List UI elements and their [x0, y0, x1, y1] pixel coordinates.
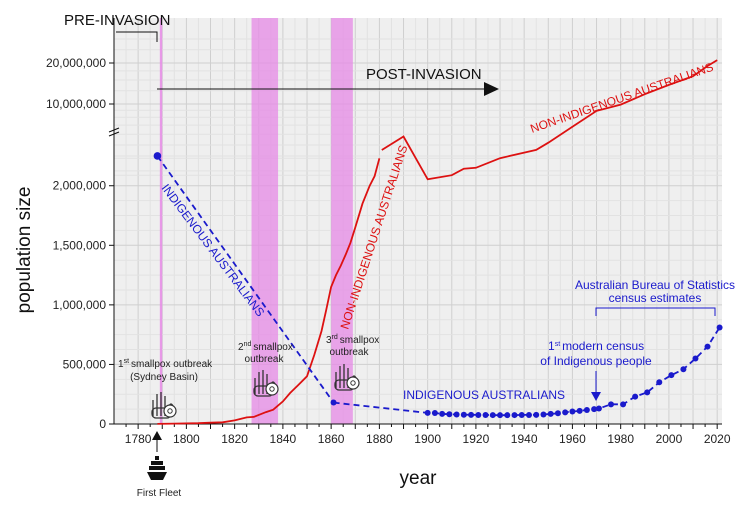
- series-3-point-22: [576, 407, 583, 414]
- smallpox-band-3: [331, 18, 353, 424]
- x-tick-label-1920: 1920: [463, 432, 490, 446]
- y-axis-break-2: [108, 131, 120, 137]
- first-fleet-label: First Fleet: [137, 488, 182, 499]
- x-tick-label-1840: 1840: [270, 432, 297, 446]
- series-3-point-5: [453, 411, 460, 418]
- smallpox3-label-line1: 3rd smallpox: [326, 334, 379, 346]
- series-3-point-9: [482, 411, 489, 418]
- series-3-point-0: [330, 399, 337, 406]
- y-tick-label-0: 0: [99, 417, 106, 431]
- ship-icon: [147, 456, 167, 480]
- smallpox-band-2: [251, 18, 279, 424]
- x-tick-label-2020: 2020: [704, 432, 731, 446]
- series-3-point-2: [431, 410, 438, 417]
- x-tick-label-1820: 1820: [221, 432, 248, 446]
- smallpox1-label-line1: 1st smallpox outbreak: [118, 358, 213, 370]
- y-tick-label-2000000: 2,000,000: [53, 179, 107, 193]
- x-tick-label-2000: 2000: [656, 432, 683, 446]
- series-3-point-28: [632, 393, 639, 400]
- tick-labels: 1780 1800 1820 1840 1860 1880 1900 1920 1940 1960…: [46, 56, 731, 446]
- series-layer: [153, 59, 723, 425]
- series-3-point-15: [525, 411, 532, 418]
- y-axis-title: population size: [14, 187, 35, 314]
- series-3-point-30: [656, 379, 663, 386]
- series-3-point-18: [547, 410, 554, 417]
- y-axis-break-1: [108, 127, 120, 133]
- y-tick-label-10000000: 10,000,000: [46, 97, 106, 111]
- series-3-point-7: [468, 411, 475, 418]
- series-3-point-35: [716, 324, 723, 331]
- series-line-0: [157, 158, 381, 425]
- y-tick-label-1000000: 1,000,000: [53, 298, 107, 312]
- first-fleet-arrowhead: [152, 431, 162, 440]
- series-3-point-29: [644, 389, 651, 396]
- x-tick-label-1800: 1800: [173, 432, 200, 446]
- series-3-point-1: [424, 409, 431, 416]
- smallpox2-label-line2: outbreak: [245, 354, 285, 365]
- series-3-point-11: [497, 412, 504, 419]
- series-3-point-33: [692, 355, 699, 362]
- y-tick-label-500000: 500,000: [63, 357, 107, 371]
- abs-label-line1: Australian Bureau of Statistics: [575, 278, 735, 292]
- smallpox2-hand-icon: [253, 370, 279, 397]
- x-tick-label-1900: 1900: [414, 432, 441, 446]
- series-3-point-19: [554, 410, 561, 417]
- series-3-point-26: [608, 401, 615, 408]
- post-invasion-label: POST-INVASION: [366, 66, 482, 83]
- series-3-point-20: [562, 409, 569, 416]
- abs-bracket: [595, 307, 716, 316]
- census-label-line2: of Indigenous people: [540, 354, 652, 368]
- series-3-point-23: [583, 406, 590, 413]
- series-3-point-21: [569, 408, 576, 415]
- series-3-point-12: [504, 412, 511, 419]
- series-3-point-10: [489, 412, 496, 419]
- series-3-point-14: [518, 411, 525, 418]
- series-3-point-8: [475, 411, 482, 418]
- y-tick-label-20000000: 20,000,000: [46, 56, 106, 70]
- series-3-point-32: [680, 366, 687, 373]
- smallpox2-label-line1: 2nd smallpox: [238, 341, 293, 353]
- smallpox3-hand-icon: [334, 364, 360, 391]
- series-3-point-16: [533, 411, 540, 418]
- pre-invasion-bracket: [116, 31, 158, 42]
- abs-label-line2: census estimates: [609, 291, 702, 305]
- pre-invasion-label: PRE-INVASION: [64, 12, 170, 29]
- series-3-point-13: [511, 412, 518, 419]
- indigenous-flat-label: INDIGENOUS AUSTRALIANS: [403, 388, 565, 402]
- x-tick-label-1880: 1880: [366, 432, 393, 446]
- smallpox-bands: [159, 18, 353, 424]
- smallpox1-hand-icon: [151, 392, 177, 419]
- smallpox-band-1: [159, 18, 163, 424]
- post-invasion-arrowhead: [484, 82, 499, 96]
- x-tick-label-1980: 1980: [607, 432, 634, 446]
- x-axis-title: year: [400, 468, 438, 489]
- grid-lines: [114, 18, 722, 425]
- series-3-point-24: [591, 406, 598, 413]
- x-tick-label-1940: 1940: [511, 432, 538, 446]
- series-3-point-25: [595, 405, 602, 412]
- census-arrowhead: [591, 392, 601, 401]
- smallpox1-label-line2: (Sydney Basin): [130, 372, 198, 383]
- x-tick-label-1860: 1860: [318, 432, 345, 446]
- series-3-point-31: [668, 372, 675, 379]
- x-tick-label-1780: 1780: [125, 432, 152, 446]
- census-label-line1: 1st modern census: [548, 339, 644, 353]
- series-line-1: [381, 59, 718, 181]
- series-line-2: [156, 155, 335, 404]
- smallpox3-label-line2: outbreak: [330, 347, 370, 358]
- series-3-point-3: [439, 410, 446, 417]
- series-3-point-27: [620, 401, 627, 408]
- axes: [108, 18, 722, 429]
- series-3-point-4: [446, 411, 453, 418]
- series-2-point-0: [153, 152, 162, 160]
- series-3-point-34: [704, 343, 711, 350]
- x-tick-label-1960: 1960: [559, 432, 586, 446]
- series-3-point-17: [540, 411, 547, 418]
- series-3-point-6: [460, 411, 467, 418]
- y-tick-label-1500000: 1,500,000: [53, 238, 107, 252]
